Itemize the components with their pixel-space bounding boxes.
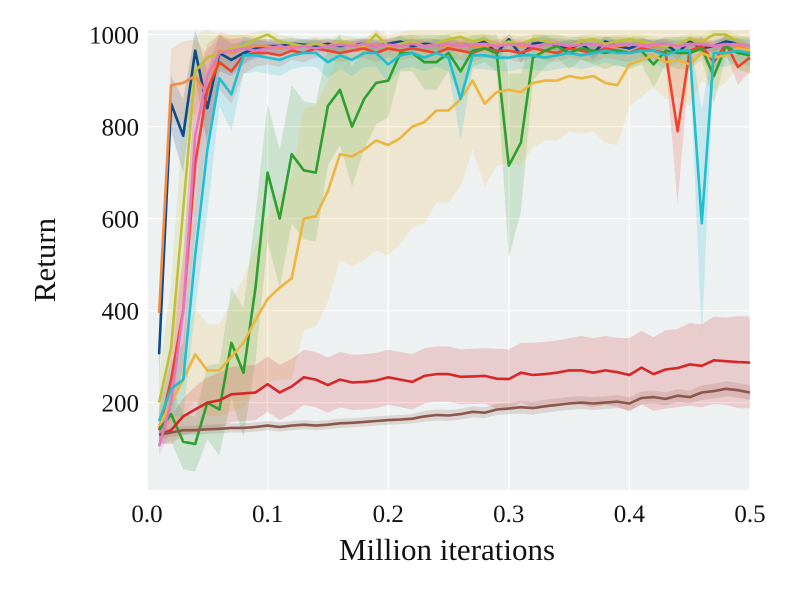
series-band (159, 316, 751, 444)
y-tick-label: 800 (102, 115, 140, 142)
series-band (159, 30, 751, 431)
tick-labels: 0.0 0.1 0.2 0.3 0.4 0.5 200 400 600 800 1000 (89, 23, 766, 528)
x-tick-label: 0.3 (493, 501, 524, 528)
series-line (157, 49, 751, 422)
y-tick-label: 1000 (89, 23, 139, 50)
x-tick-label: 0.2 (373, 501, 404, 528)
y-tick-label: 400 (102, 299, 140, 326)
series-line (158, 44, 751, 446)
series-line (157, 47, 751, 427)
series-band (159, 34, 751, 472)
plot-area-background (147, 30, 750, 490)
x-axis-label: Million iterations (339, 532, 555, 567)
x-tick-label: 0.0 (131, 501, 162, 528)
y-tick-label: 200 (102, 391, 140, 418)
series-line (158, 358, 751, 437)
x-tick-label: 0.1 (252, 501, 283, 528)
series-band (159, 30, 751, 444)
y-axis-label: Return (27, 217, 62, 302)
series-line (158, 387, 751, 437)
series-band (159, 34, 751, 449)
y-tick-label: 600 (102, 207, 140, 234)
x-tick-label: 0.4 (614, 501, 646, 528)
grid (146, 30, 751, 490)
series-line (157, 42, 751, 447)
series-line (157, 33, 751, 403)
x-tick-label: 0.5 (734, 501, 765, 528)
series-lines (157, 33, 751, 447)
